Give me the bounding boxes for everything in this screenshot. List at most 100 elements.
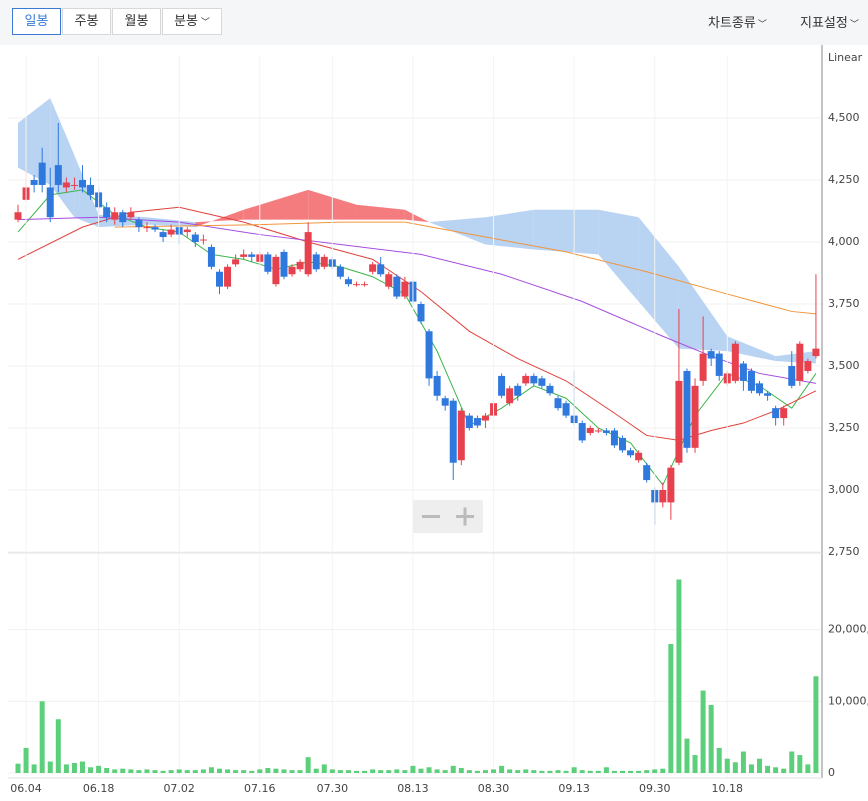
volume-bar: [748, 764, 754, 773]
volume-bar: [15, 763, 21, 773]
menu[interactable]: 지표설정: [800, 12, 859, 31]
volume-bar: [797, 755, 803, 773]
volume-bar: [152, 770, 158, 773]
volume-bar: [47, 761, 53, 773]
candle-body: [417, 304, 425, 322]
zoom-controls: [413, 500, 483, 533]
x-tick-label: 09.30: [639, 782, 671, 795]
volume-bar: [208, 767, 214, 773]
volume-bar: [386, 770, 392, 773]
candle-body: [506, 388, 514, 404]
candle-body: [473, 418, 481, 426]
candle-body: [667, 467, 675, 503]
candle-body: [707, 351, 715, 359]
volume-bar: [71, 762, 77, 773]
candle-body: [699, 353, 707, 381]
candle-body: [804, 361, 812, 371]
candle-body: [159, 232, 167, 238]
volume-bar: [321, 764, 327, 773]
candle-body: [441, 398, 449, 406]
volume-bar: [297, 770, 303, 773]
volume-bar: [176, 769, 182, 773]
volume-bar: [708, 704, 714, 773]
volume-bar: [55, 719, 61, 773]
volume-bar: [88, 767, 94, 773]
candle-body: [78, 180, 86, 188]
candle-body: [393, 276, 401, 297]
y-tick-label: 3,500: [828, 359, 860, 372]
volume-bar: [426, 767, 432, 773]
candle-body: [304, 232, 312, 275]
y-tick-label: 3,000: [828, 483, 860, 496]
y-tick-label: 2,750: [828, 545, 860, 558]
candle-body: [46, 187, 54, 218]
background: [0, 45, 868, 801]
candle-body: [643, 465, 651, 481]
tab[interactable]: 주봉: [62, 8, 111, 35]
zoom-in[interactable]: [456, 507, 474, 526]
candle-body: [103, 207, 111, 218]
candle-body: [280, 251, 288, 277]
plot: [8, 56, 822, 778]
candle-body: [747, 370, 755, 391]
volume-bar: [539, 770, 545, 773]
tab-label[interactable]: 분봉: [174, 14, 199, 29]
candle-body: [739, 363, 747, 381]
ichimoku-cloud: [678, 266, 728, 352]
volume-bar: [579, 770, 585, 773]
volume-bar: [724, 758, 730, 773]
ichimoku-cloud: [533, 209, 599, 255]
volume-bar: [289, 770, 295, 773]
volume-bar: [184, 770, 190, 773]
volume-bar: [813, 676, 819, 773]
candle-body: [675, 380, 683, 463]
candle-body: [554, 398, 562, 409]
volume-bar: [305, 757, 311, 773]
ichimoku-cloud: [356, 204, 405, 220]
menu[interactable]: 차트종류: [708, 12, 767, 31]
volume-bar: [660, 768, 666, 773]
volume-bar: [458, 767, 464, 773]
candle-body: [538, 378, 546, 386]
volume-bar: [676, 579, 682, 773]
ichimoku-cloud: [195, 209, 244, 228]
candle-body: [207, 246, 215, 267]
volume-bar: [757, 758, 763, 773]
x-tick-label: 08.13: [397, 782, 429, 795]
candle-body: [183, 229, 191, 233]
x-tick-label: 09.13: [558, 782, 590, 795]
volume-bar: [112, 769, 118, 773]
y-tick-label: 4,000: [828, 235, 860, 248]
candle-body: [546, 385, 554, 394]
tab[interactable]: 월봉: [112, 8, 161, 35]
tab[interactable]: 일봉: [12, 8, 61, 35]
volume-bar: [313, 768, 319, 773]
volume-bar: [96, 765, 102, 773]
candle-body: [715, 353, 723, 376]
tab[interactable]: 분봉 ﹀: [162, 8, 222, 35]
candle-body: [433, 375, 441, 396]
candle-body: [135, 219, 143, 228]
volume-bar: [410, 765, 416, 773]
volume-bar: [144, 769, 150, 773]
volume-bar: [515, 770, 521, 773]
y-tick-label: 0: [828, 766, 835, 779]
volume-bar: [337, 770, 343, 773]
volume-bar: [700, 690, 706, 773]
candle-body: [87, 184, 95, 195]
candle-body: [578, 423, 586, 441]
candle-body: [530, 375, 538, 384]
x-tick-label: 07.02: [163, 782, 195, 795]
candle-body: [344, 279, 352, 285]
candle-body: [151, 227, 159, 230]
candle-body: [369, 264, 377, 272]
candle-body: [457, 410, 465, 461]
volume-bar: [329, 769, 335, 773]
candle-body: [199, 239, 207, 241]
candle-body: [111, 212, 119, 220]
volume-bar: [450, 765, 456, 773]
y-tick-label: 3,250: [828, 421, 860, 434]
candle-body: [522, 375, 530, 384]
